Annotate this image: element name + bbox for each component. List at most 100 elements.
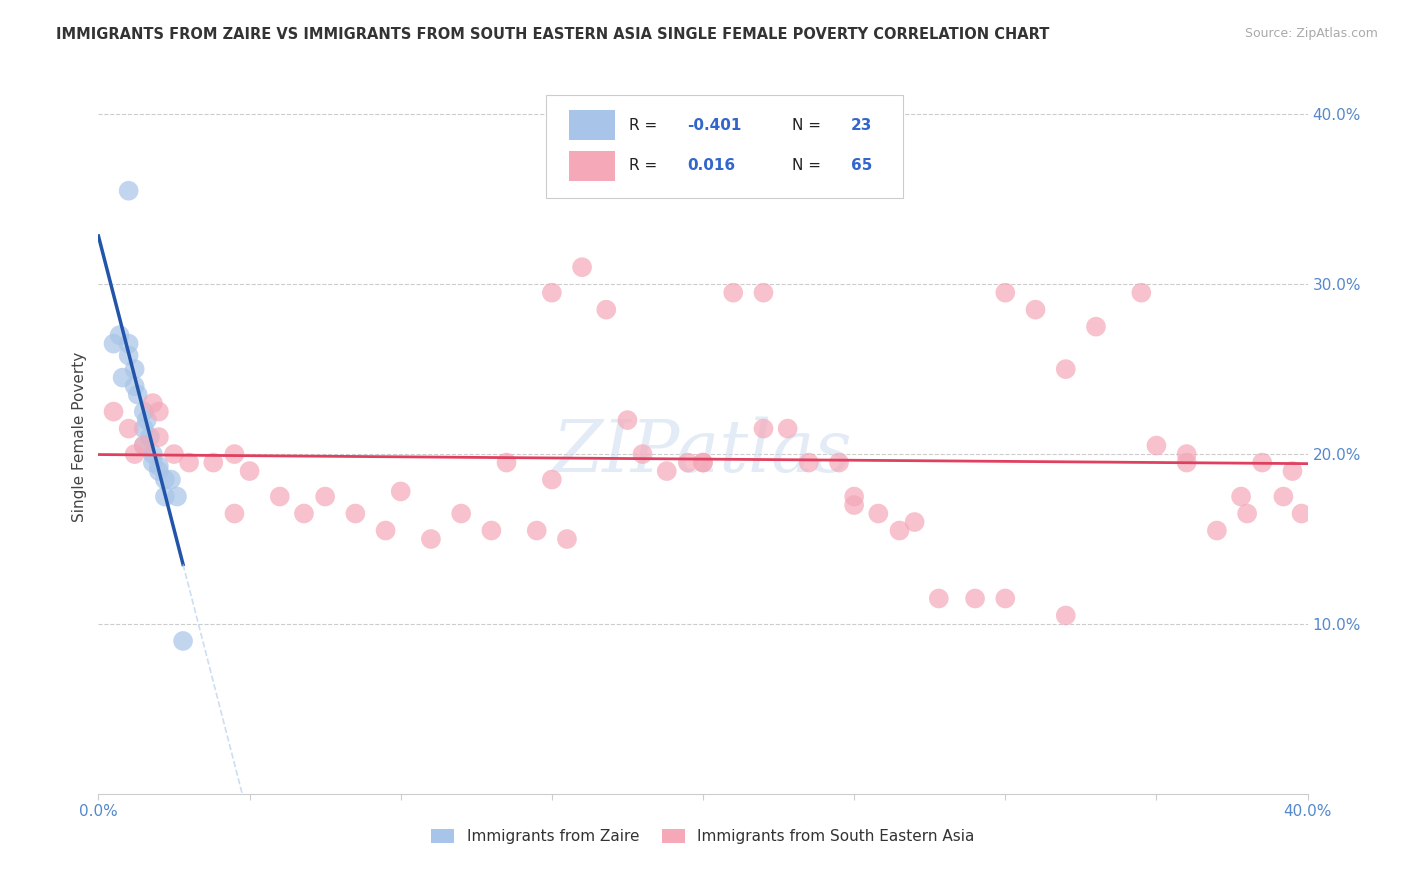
Point (148, 464, 170, 478)
Point (752, 285, 775, 300)
Point (132, 439, 155, 453)
FancyBboxPatch shape (569, 111, 614, 140)
Point (828, 456, 851, 470)
Point (994, 285, 1017, 300)
Point (118, 184, 141, 198)
Point (292, 507, 315, 521)
Text: N =: N = (793, 118, 827, 133)
Text: 23: 23 (851, 118, 872, 133)
Point (108, 328, 131, 343)
Point (118, 421, 141, 435)
Point (540, 285, 562, 300)
Text: ZIPatlas: ZIPatlas (553, 416, 853, 487)
Point (540, 473, 562, 487)
Point (555, 532, 578, 546)
Text: 65: 65 (851, 159, 872, 173)
Point (655, 464, 678, 478)
Point (118, 349, 141, 363)
Point (127, 387, 149, 401)
Point (132, 439, 155, 453)
Point (389, 484, 412, 499)
Point (148, 430, 170, 444)
Point (124, 362, 146, 376)
Point (148, 404, 170, 418)
Point (142, 396, 165, 410)
Text: N =: N = (793, 159, 827, 173)
Point (160, 473, 183, 487)
Point (616, 413, 638, 427)
Text: IMMIGRANTS FROM ZAIRE VS IMMIGRANTS FROM SOUTH EASTERN ASIA SINGLE FEMALE POVERT: IMMIGRANTS FROM ZAIRE VS IMMIGRANTS FROM… (56, 27, 1050, 42)
Point (1281, 464, 1303, 478)
Point (844, 490, 866, 504)
Point (904, 515, 927, 529)
Point (344, 507, 367, 521)
Point (166, 490, 188, 504)
Text: R =: R = (630, 118, 662, 133)
Point (1230, 490, 1253, 504)
Point (844, 498, 866, 512)
Point (1291, 507, 1313, 521)
Point (776, 421, 799, 435)
Point (314, 490, 336, 504)
Point (172, 634, 194, 648)
Point (481, 524, 503, 538)
Point (420, 532, 443, 546)
Point (1024, 302, 1046, 317)
Point (495, 456, 517, 470)
Point (692, 456, 714, 470)
Point (132, 421, 155, 435)
Point (202, 456, 225, 470)
Point (526, 524, 548, 538)
Point (224, 507, 246, 521)
Point (1085, 319, 1108, 334)
Point (1236, 507, 1258, 521)
Point (631, 447, 654, 461)
Text: 0.016: 0.016 (688, 159, 735, 173)
Point (1251, 456, 1274, 470)
Text: -0.401: -0.401 (688, 118, 741, 133)
Point (139, 430, 162, 444)
Point (148, 458, 170, 473)
Point (571, 260, 593, 275)
Point (797, 456, 820, 470)
Point (111, 370, 134, 384)
Point (118, 336, 141, 351)
Point (163, 447, 186, 461)
Point (142, 447, 165, 461)
Y-axis label: Single Female Poverty: Single Female Poverty (72, 352, 87, 522)
FancyBboxPatch shape (546, 95, 903, 198)
Point (132, 404, 155, 418)
FancyBboxPatch shape (569, 151, 614, 181)
Point (239, 464, 262, 478)
Point (1054, 608, 1077, 623)
Point (124, 379, 146, 393)
Point (153, 473, 176, 487)
Point (224, 447, 246, 461)
Point (142, 456, 165, 470)
Point (153, 490, 176, 504)
Point (124, 447, 146, 461)
Legend: Immigrants from Zaire, Immigrants from South Eastern Asia: Immigrants from Zaire, Immigrants from S… (426, 823, 980, 850)
Point (1130, 285, 1153, 300)
Point (928, 591, 950, 606)
Point (1175, 456, 1198, 470)
Point (374, 524, 396, 538)
Point (889, 524, 911, 538)
Point (868, 507, 890, 521)
Point (692, 456, 714, 470)
Point (1144, 439, 1167, 453)
Point (103, 336, 125, 351)
Point (723, 285, 745, 300)
Point (994, 591, 1017, 606)
Text: Source: ZipAtlas.com: Source: ZipAtlas.com (1244, 27, 1378, 40)
Point (1206, 524, 1229, 538)
Point (179, 456, 201, 470)
Point (269, 490, 291, 504)
Point (595, 302, 617, 317)
Point (676, 456, 699, 470)
Point (1272, 490, 1295, 504)
Point (103, 404, 125, 418)
Point (1054, 362, 1077, 376)
Point (450, 507, 472, 521)
Text: R =: R = (630, 159, 662, 173)
